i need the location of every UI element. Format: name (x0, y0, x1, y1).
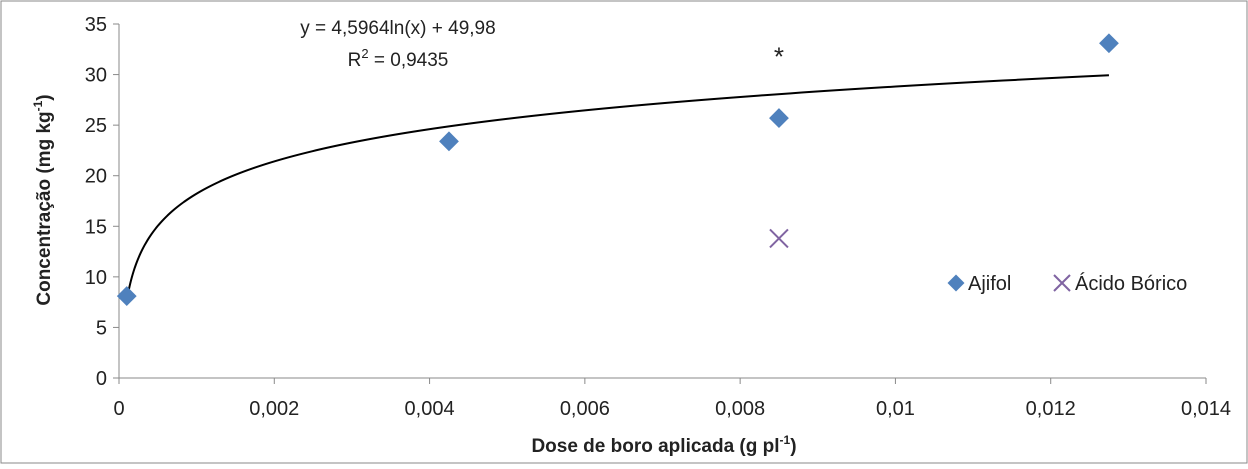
significance-asterisk: * (774, 41, 784, 71)
y-tick-label: 5 (96, 317, 107, 339)
y-tick-label: 30 (85, 65, 107, 87)
legend-acido-borico-marker (1053, 274, 1071, 292)
trendline-equation: y = 4,5964ln(x) + 49,98 (300, 18, 495, 39)
x-axis-title: Dose de boro aplicada (g pl-1) (531, 433, 796, 457)
ajifol-point (1099, 33, 1119, 54)
x-tick-label: 0,006 (560, 398, 610, 420)
x-tick-label: 0,002 (249, 398, 299, 420)
x-tick-label: 0 (113, 398, 124, 420)
ajifol-point (116, 286, 137, 306)
acido-borico-point (769, 228, 789, 249)
y-tick-label: 0 (96, 368, 107, 390)
y-tick-label: 15 (85, 216, 107, 238)
legend: Ajifol Ácido Bórico (947, 272, 1187, 295)
x-tick-label: 0,004 (405, 398, 455, 420)
legend-ajifol-marker (947, 274, 965, 292)
x-tick-label: 0,01 (876, 398, 915, 420)
y-tick-label: 25 (85, 115, 107, 137)
y-axis-ticks: 0 5 10 15 20 25 30 35 (85, 14, 119, 390)
x-tick-label: 0,014 (1181, 398, 1231, 420)
y-tick-label: 35 (85, 14, 107, 36)
y-tick-label: 20 (85, 166, 107, 188)
x-axis-ticks: 0 0,002 0,004 0,006 0,008 0,01 0,012 0,014 (113, 378, 1231, 420)
y-tick-label: 10 (85, 267, 107, 289)
log-trendline (125, 74, 1109, 301)
x-tick-label: 0,012 (1026, 398, 1076, 420)
legend-ajifol-label: Ajifol (968, 273, 1011, 295)
ajifol-point (439, 131, 459, 152)
legend-acido-borico-label: Ácido Bórico (1075, 272, 1187, 295)
x-tick-label: 0,008 (715, 398, 765, 420)
y-axis-title: Concentração (mg kg-1) (31, 94, 55, 305)
r-squared-label: R2 = 0,9435 (348, 46, 449, 71)
